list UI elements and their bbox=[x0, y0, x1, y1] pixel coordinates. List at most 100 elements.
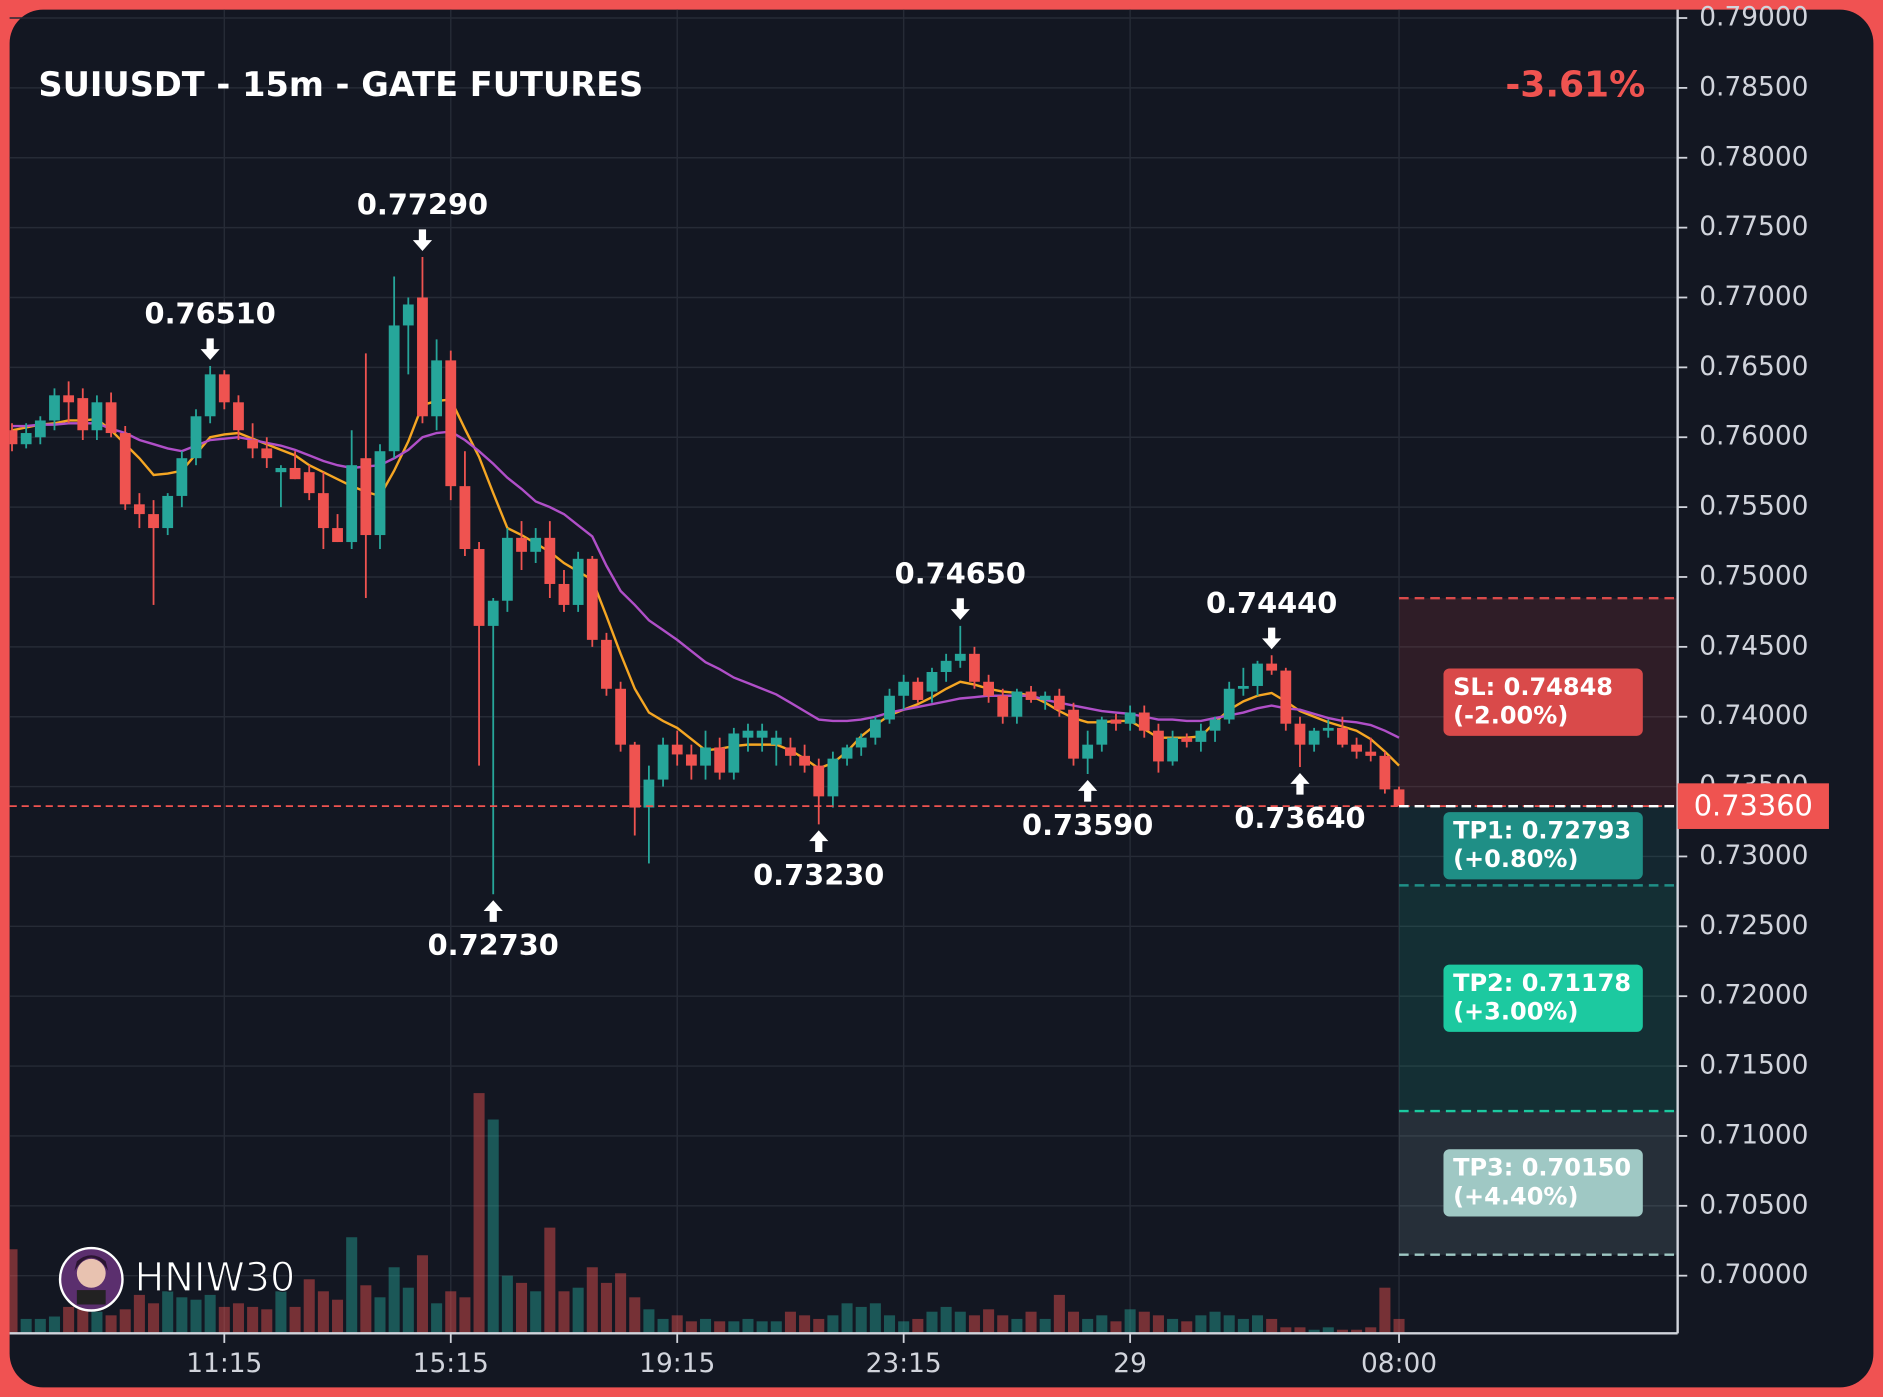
candle-body bbox=[1195, 730, 1207, 742]
volume-bar bbox=[1209, 1311, 1221, 1334]
candle-body bbox=[431, 360, 443, 417]
volume-bar bbox=[1351, 1329, 1363, 1334]
marker-arrow bbox=[412, 229, 433, 251]
y-tick-label: 0.72000 bbox=[1699, 980, 1808, 1011]
candle-body bbox=[190, 416, 202, 459]
grid bbox=[9, 9, 1678, 1334]
y-tick-label: 0.74000 bbox=[1699, 700, 1808, 731]
volume-bar bbox=[346, 1237, 358, 1334]
volume-bar bbox=[133, 1294, 145, 1334]
level-label: TP3: 0.70150 bbox=[1453, 1153, 1631, 1181]
candle-body bbox=[884, 695, 895, 720]
candle-body bbox=[1153, 730, 1164, 762]
y-tick-label: 0.71000 bbox=[1699, 1119, 1808, 1150]
volume-bar bbox=[586, 1267, 598, 1334]
volume-bar bbox=[657, 1318, 669, 1334]
plot-area bbox=[9, 256, 1405, 1334]
volume-bar bbox=[1223, 1315, 1235, 1334]
candle-body bbox=[827, 758, 839, 797]
candle-body bbox=[332, 528, 343, 543]
volume-bar bbox=[544, 1227, 556, 1334]
candle-body bbox=[388, 325, 400, 452]
candle-body bbox=[218, 374, 230, 403]
candle-body bbox=[1379, 755, 1391, 790]
level-label: SL: 0.74848 bbox=[1453, 673, 1613, 701]
candle-body bbox=[785, 747, 796, 756]
candle-body bbox=[162, 495, 174, 529]
y-tick-label: 0.79000 bbox=[1699, 2, 1808, 33]
volume-bar bbox=[799, 1315, 811, 1334]
avatar-face bbox=[76, 1258, 106, 1288]
marker-arrow bbox=[1078, 780, 1098, 802]
volume-bar bbox=[968, 1315, 980, 1334]
candle-body bbox=[445, 360, 457, 487]
volume-bar bbox=[473, 1093, 485, 1334]
volume-bar bbox=[176, 1297, 188, 1334]
annotation-label: 0.72730 bbox=[428, 928, 559, 962]
volume-bar bbox=[898, 1321, 910, 1334]
volume-bar bbox=[34, 1318, 46, 1334]
volume-bar bbox=[445, 1291, 457, 1334]
volume-bar bbox=[1152, 1315, 1164, 1334]
y-tick-label: 0.75500 bbox=[1699, 491, 1808, 522]
marker-arrow bbox=[483, 900, 503, 922]
volume-bar bbox=[1393, 1318, 1405, 1334]
volume-bar bbox=[1082, 1318, 1094, 1334]
candle-body bbox=[148, 514, 159, 529]
candle-body bbox=[572, 558, 584, 605]
volume-bar bbox=[827, 1315, 839, 1334]
volume-bar bbox=[1124, 1309, 1136, 1334]
candle-body bbox=[1365, 751, 1377, 756]
candle-body bbox=[49, 395, 60, 421]
x-tick-label: 08:00 bbox=[1361, 1348, 1437, 1379]
candle-body bbox=[1039, 695, 1051, 700]
moving-average bbox=[12, 422, 1400, 739]
candle-body bbox=[1138, 712, 1150, 731]
y-tick-label: 0.73000 bbox=[1699, 840, 1808, 871]
candle-body bbox=[601, 639, 612, 689]
volume-bar bbox=[784, 1311, 796, 1334]
volume-bar bbox=[1308, 1329, 1320, 1334]
candle-body bbox=[530, 537, 542, 552]
volume-bar bbox=[615, 1273, 627, 1334]
volume-bar bbox=[926, 1311, 938, 1334]
volume-bar bbox=[983, 1309, 995, 1334]
volume-bar bbox=[1138, 1311, 1150, 1334]
volume-bar bbox=[855, 1306, 867, 1334]
volume-bar bbox=[1336, 1329, 1348, 1334]
volume-bar bbox=[869, 1303, 881, 1334]
level-sublabel: (-2.00%) bbox=[1453, 702, 1568, 730]
candle-body bbox=[813, 765, 825, 797]
annotation-label: 0.77290 bbox=[357, 188, 488, 222]
volume-bar bbox=[1110, 1321, 1122, 1334]
y-tick-label: 0.78000 bbox=[1699, 141, 1808, 172]
volume-bar bbox=[600, 1282, 612, 1334]
volume-bar bbox=[20, 1318, 32, 1334]
candle-body bbox=[105, 402, 117, 434]
volume-bar bbox=[1280, 1327, 1292, 1334]
volume-bar bbox=[218, 1306, 230, 1334]
candle-body bbox=[869, 719, 881, 738]
candle-body bbox=[1393, 789, 1405, 807]
candle-body bbox=[615, 688, 627, 745]
candle-body bbox=[1280, 670, 1292, 724]
candle-body bbox=[969, 653, 980, 682]
candle-body bbox=[91, 402, 103, 431]
y-tick-label: 0.72500 bbox=[1699, 910, 1808, 941]
volume-bar bbox=[728, 1321, 740, 1334]
candle-body bbox=[997, 695, 1009, 717]
y-tick-label: 0.74500 bbox=[1699, 630, 1808, 661]
y-tick-label: 0.77000 bbox=[1699, 281, 1808, 312]
price-tag-label: 0.73360 bbox=[1694, 788, 1813, 822]
candle-body bbox=[1308, 730, 1320, 745]
candle-body bbox=[119, 433, 131, 505]
candle-body bbox=[34, 420, 46, 438]
candle-body bbox=[954, 653, 966, 661]
candle-body bbox=[204, 374, 216, 417]
x-tick-label: 15:15 bbox=[413, 1348, 489, 1379]
volume-bar bbox=[1237, 1318, 1249, 1334]
volume-bar bbox=[48, 1316, 60, 1334]
candle-body bbox=[516, 537, 527, 552]
